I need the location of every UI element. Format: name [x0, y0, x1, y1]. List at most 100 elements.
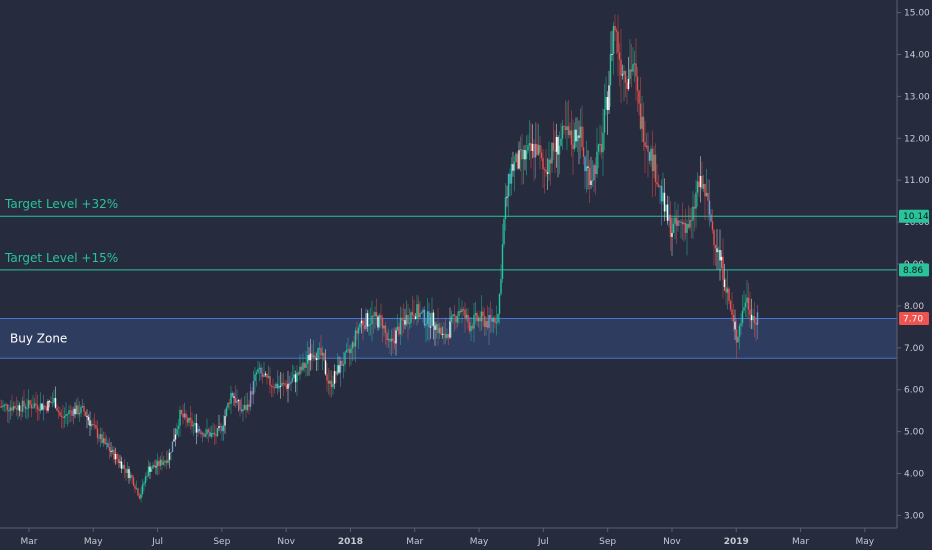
candle-body-85	[126, 469, 129, 473]
candle-body-316	[473, 315, 475, 329]
price-tag-bg-0	[899, 209, 929, 223]
candle-body-282	[422, 309, 424, 313]
candle-body-370	[554, 150, 556, 152]
candle-body-341	[510, 164, 513, 184]
candle-body-492	[737, 336, 739, 343]
x-tick-label-8: Jul	[537, 537, 549, 547]
candle-body-438	[656, 182, 658, 185]
candle-body-285	[426, 311, 429, 324]
candle-body-262	[392, 338, 394, 341]
candle-body-185	[276, 383, 279, 389]
candle-body-65	[96, 428, 99, 438]
candle-body-427	[639, 103, 642, 129]
candle-body-64	[95, 425, 97, 429]
candle-body-349	[522, 150, 525, 160]
candle-body-170	[254, 374, 256, 382]
candle-body-72	[107, 443, 109, 448]
candle-body-49	[72, 408, 75, 416]
candle-body-414	[620, 59, 622, 76]
candle-body-132	[197, 428, 199, 433]
candle-body-97	[144, 476, 147, 483]
candle-body-193	[288, 383, 291, 385]
x-tick-label-6: Mar	[406, 537, 423, 547]
candle-body-308	[461, 309, 463, 313]
candle-body-236	[353, 342, 355, 347]
candle-body-460	[689, 220, 691, 228]
candle-body-298	[446, 334, 448, 339]
candle-body-292	[437, 324, 439, 334]
candle-body-304	[455, 315, 457, 323]
candle-body-449	[672, 223, 675, 233]
candle-body-472	[707, 192, 709, 201]
candle-body-75	[111, 449, 114, 453]
candle-body-334	[500, 279, 502, 294]
y-tick-label-12: 15.00	[904, 9, 930, 19]
candle-body-103	[153, 465, 156, 467]
candle-body-348	[521, 149, 523, 160]
candle-body-150	[224, 416, 226, 426]
candle-body-232	[347, 349, 349, 351]
candle-body-272	[407, 314, 409, 324]
candle-body-340	[509, 173, 511, 184]
price-tag-bg-1	[899, 263, 929, 277]
candle-body-269	[402, 320, 405, 322]
candle-body-243	[363, 325, 366, 329]
candle-body-387	[579, 126, 582, 138]
candle-body-283	[423, 309, 426, 326]
candle-body-363	[543, 169, 546, 171]
candle-body-110	[164, 460, 166, 463]
candle-body-228	[341, 360, 343, 366]
candle-body-391	[585, 166, 588, 172]
candle-body-214	[320, 348, 322, 356]
candle-body-88	[131, 474, 133, 478]
candle-body-142	[212, 432, 214, 434]
candle-body-428	[641, 116, 643, 129]
candle-body-413	[618, 52, 621, 60]
candle-body-268	[401, 317, 403, 321]
candle-body-433	[648, 151, 651, 161]
candle-body-211	[315, 358, 318, 360]
candle-body-452	[677, 220, 679, 226]
candle-body-22	[32, 407, 34, 409]
candle-body-247	[369, 324, 372, 326]
candle-body-40	[59, 412, 61, 416]
candle-body-201	[300, 366, 303, 371]
candle-body-501	[750, 314, 753, 321]
y-tick-label-4: 7.00	[904, 344, 924, 354]
candle-body-336	[503, 218, 505, 245]
candle-body-499	[747, 297, 750, 310]
candle-body-167	[249, 391, 252, 407]
price-tags-layer: 10.14 8.86 7.70	[899, 209, 929, 325]
candle-body-456	[683, 222, 685, 225]
candle-body-436	[653, 154, 655, 172]
candle-body-476	[713, 230, 715, 245]
candle-body-353	[528, 143, 531, 146]
candle-body-297	[444, 333, 447, 339]
candle-body-125	[186, 418, 189, 423]
candle-body-18	[26, 408, 28, 410]
candle-body-397	[594, 165, 597, 174]
candle-body-57	[84, 411, 87, 416]
candle-body-392	[587, 166, 589, 168]
candle-body-429	[642, 116, 645, 143]
y-tick-label-0: 3.00	[904, 511, 924, 521]
candle-body-333	[498, 293, 501, 314]
candle-body-9	[12, 405, 15, 411]
candle-body-487	[729, 300, 732, 310]
candle-body-245	[366, 313, 369, 327]
candle-body-169	[252, 381, 255, 395]
candle-body-266	[398, 326, 400, 335]
candle-body-250	[374, 312, 376, 317]
x-axis[interactable]: Mar May Jul Sep Nov 2018 Mar May Jul Sep Nov 2019 Ma…	[20, 528, 875, 547]
candle-body-305	[456, 316, 459, 323]
candle-body-109	[162, 462, 165, 465]
candle-body-321	[480, 311, 483, 322]
candle-body-314	[470, 326, 472, 332]
candle-body-148	[221, 426, 223, 432]
candle-body-31	[45, 406, 48, 411]
candle-body-152	[227, 402, 229, 408]
candle-body-418	[626, 82, 628, 89]
candle-body-187	[279, 385, 282, 387]
candle-body-346	[518, 150, 520, 169]
